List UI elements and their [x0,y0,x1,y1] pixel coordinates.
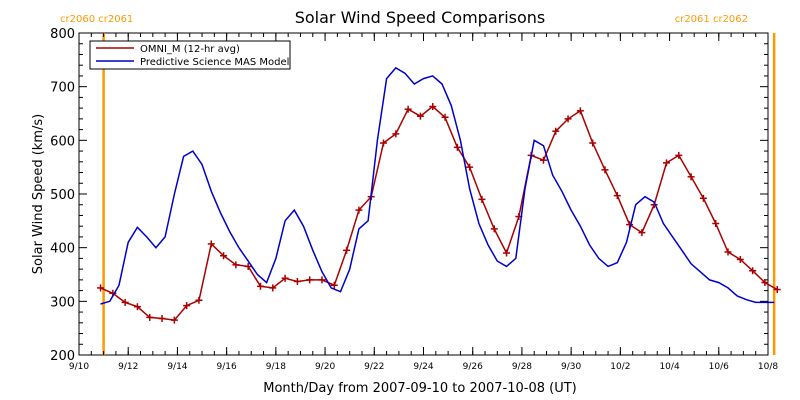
data-point [589,139,597,147]
data-point [293,277,301,285]
data-point [281,274,289,282]
data-point [232,261,240,269]
data-point [441,113,449,121]
data-point [146,313,154,321]
x-tick-label: 9/30 [561,362,581,372]
x-tick-label: 9/10 [69,362,89,372]
data-point [773,286,781,294]
x-tick-label: 9/12 [118,362,138,372]
data-point [195,296,203,304]
data-point [355,206,363,214]
data-point [244,262,252,270]
chart-title: Solar Wind Speed Comparisons [295,8,546,27]
x-tick-label: 9/16 [217,362,237,372]
data-point [380,139,388,147]
data-point [429,103,437,111]
data-point [662,159,670,167]
data-point [736,255,744,263]
data-point [306,276,314,284]
legend-label-mas: Predictive Science MAS Model [140,57,289,68]
data-point [749,267,757,275]
data-point [453,143,461,151]
data-point [576,107,584,115]
x-tick-label: 9/14 [167,362,187,372]
x-tick-label: 9/18 [266,362,286,372]
y-tick-label: 400 [50,242,75,257]
carrington-label: cr2061 cr2062 [675,14,748,25]
y-tick-label: 500 [50,188,75,203]
y-tick-label: 700 [50,81,75,96]
data-point [552,127,560,135]
legend-box [89,40,291,70]
data-point [613,192,621,200]
data-point [416,112,424,120]
data-point [564,115,572,123]
y-tick-label: 800 [50,27,75,42]
series-layer [97,66,781,324]
x-tick-label: 10/6 [709,362,729,372]
data-point [343,246,351,254]
data-point [404,105,412,113]
data-point [256,282,264,290]
data-point [269,284,277,292]
data-point [170,316,178,324]
x-tick-label: 9/28 [512,362,532,372]
carrington-label: cr2060 cr2061 [60,14,133,25]
plot-area [78,32,769,356]
x-tick-label: 10/4 [659,362,679,372]
data-point [687,173,695,181]
legend-label-omni: OMNI_M (12-hr avg) [140,44,240,55]
y-tick-label: 200 [50,349,75,364]
data-point [121,298,129,306]
data-point [133,303,141,311]
data-point [503,249,511,257]
x-axis: 9/10 9/12 9/14 9/16 9/18 9/20 9/22 9/24 9/26 9/28… [69,33,778,372]
y-axis-label: Solar Wind Speed (km/s) [31,114,46,274]
data-point [183,302,191,310]
data-point [207,240,215,248]
data-point [158,315,166,323]
data-point [330,281,338,289]
x-tick-label: 10/2 [610,362,630,372]
series-line-1 [100,66,775,305]
data-point [699,194,707,202]
data-point [392,130,400,138]
data-point [638,229,646,237]
data-point [478,195,486,203]
x-tick-label: 10/8 [758,362,778,372]
carrington-markers: cr2060 cr2061 cr2061 cr2062 [60,14,776,355]
data-point [761,279,769,287]
y-tick-label: 300 [50,295,75,310]
x-tick-label: 9/24 [413,362,433,372]
legend: OMNI_M (12-hr avg) Predictive Science MA… [89,40,291,70]
data-point [97,284,105,292]
data-point [318,276,326,284]
x-tick-label: 9/20 [315,362,335,372]
data-point [601,166,609,174]
data-point [220,252,228,260]
data-point [675,151,683,159]
data-point [712,220,720,228]
x-tick-label: 9/22 [364,362,384,372]
y-tick-label: 600 [50,134,75,149]
data-point [490,225,498,233]
y-axis: 200 300 400 500 600 700 800 [50,27,768,364]
data-point [466,163,474,171]
data-point [724,248,732,256]
x-tick-label: 9/26 [463,362,483,372]
series-line-0 [100,105,778,321]
x-axis-label: Month/Day from 2007-09-10 to 2007-10-08 … [263,381,576,396]
data-point [539,156,547,164]
